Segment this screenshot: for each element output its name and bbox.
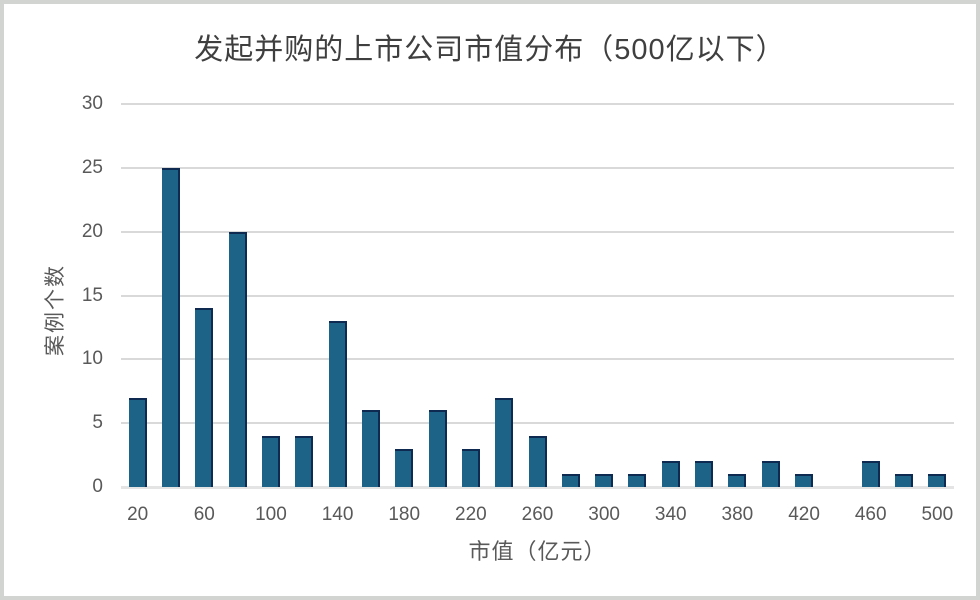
y-tick-label: 15 bbox=[81, 284, 103, 306]
y-tick-label: 30 bbox=[81, 93, 103, 114]
bar bbox=[461, 448, 480, 487]
bar bbox=[861, 461, 880, 487]
chart-title: 发起并购的上市公司市值分布（500亿以下） bbox=[194, 34, 786, 66]
bar bbox=[261, 435, 280, 487]
x-tick-label: 100 bbox=[255, 504, 287, 525]
bar bbox=[128, 397, 147, 487]
bar bbox=[395, 448, 414, 487]
x-tick-label: 20 bbox=[127, 504, 149, 525]
x-tick-label: 460 bbox=[854, 504, 887, 525]
bar bbox=[495, 397, 514, 487]
x-tick-label: 420 bbox=[788, 504, 820, 525]
gridline bbox=[121, 294, 954, 297]
bar bbox=[561, 474, 580, 487]
gridline bbox=[121, 103, 954, 105]
bar bbox=[328, 321, 347, 487]
bar bbox=[761, 461, 780, 487]
gridline bbox=[121, 486, 954, 489]
bar bbox=[661, 461, 680, 487]
gridline bbox=[121, 358, 954, 361]
y-tick-label: 20 bbox=[81, 220, 103, 242]
x-tick-label: 60 bbox=[193, 504, 215, 525]
x-tick-label: 500 bbox=[921, 504, 954, 525]
y-tick-label: 0 bbox=[92, 476, 103, 497]
y-tick-label: 10 bbox=[81, 348, 103, 370]
x-axis-title: 市值（亿元） bbox=[468, 539, 607, 564]
bar bbox=[628, 474, 647, 487]
bar bbox=[195, 308, 214, 487]
x-tick-label: 340 bbox=[654, 504, 687, 525]
gridline bbox=[121, 230, 954, 233]
x-tick-label: 220 bbox=[455, 504, 487, 525]
bar bbox=[228, 231, 247, 487]
bar bbox=[361, 410, 380, 487]
bar bbox=[795, 474, 814, 487]
bar bbox=[295, 435, 314, 487]
x-tick-label: 300 bbox=[588, 504, 620, 525]
x-tick-label: 180 bbox=[388, 504, 421, 525]
y-tick-label: 25 bbox=[81, 156, 103, 178]
gridline bbox=[121, 422, 954, 425]
bar bbox=[728, 474, 747, 487]
bar bbox=[895, 474, 914, 487]
bar bbox=[695, 461, 714, 487]
x-tick-label: 380 bbox=[721, 504, 754, 525]
bar bbox=[161, 167, 180, 487]
y-tick-label: 5 bbox=[92, 412, 103, 434]
x-tick-label: 140 bbox=[321, 504, 354, 525]
bar bbox=[595, 474, 614, 487]
bar bbox=[528, 435, 547, 487]
bar bbox=[928, 474, 947, 487]
x-tick-label: 260 bbox=[521, 504, 554, 525]
gridline bbox=[121, 166, 954, 169]
bar bbox=[428, 410, 447, 487]
plot-area: 20 60 100 140 180 220 260 300 340 380 420 460 500 bbox=[121, 103, 954, 525]
